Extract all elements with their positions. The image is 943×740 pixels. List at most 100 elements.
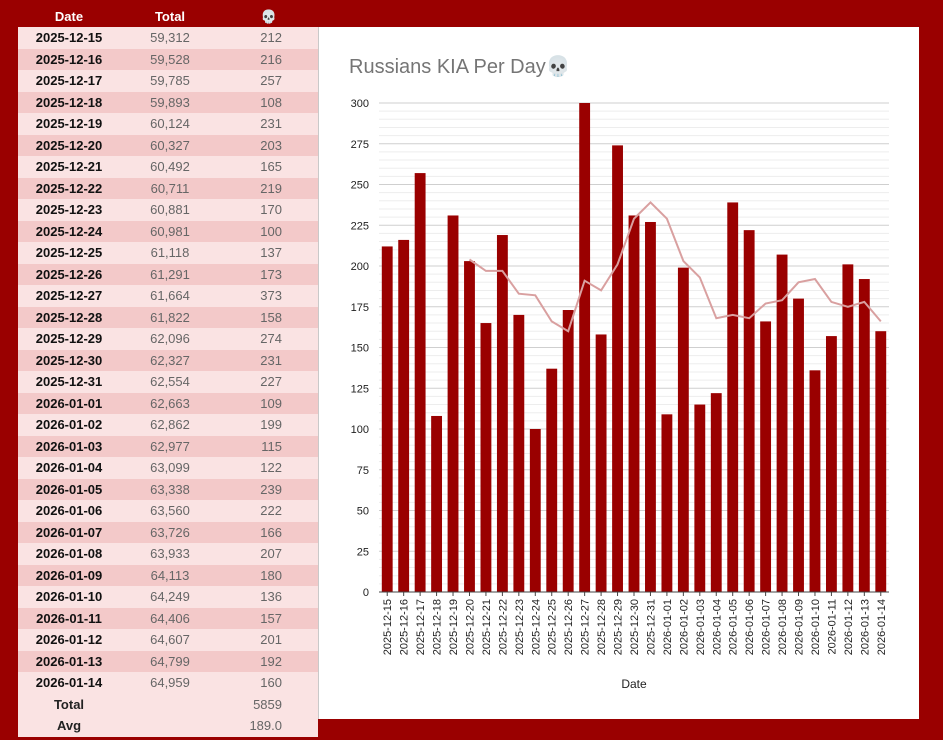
bar[interactable] <box>825 336 837 592</box>
table-row: 2025-12-28 61,822 158 <box>18 306 318 328</box>
table-header-row: Date Total 💀 <box>18 6 318 27</box>
y-tick-label: 100 <box>351 424 369 436</box>
bar[interactable] <box>447 215 459 592</box>
y-tick-label: 275 <box>351 139 369 151</box>
x-tick-label: 2025-12-24 <box>530 599 542 655</box>
kia-cell: 222 <box>220 500 318 522</box>
x-tick-label: 2026-01-08 <box>777 599 789 655</box>
table-row: 2026-01-13 64,799 192 <box>18 650 318 672</box>
bar[interactable] <box>464 261 475 592</box>
total-cell: 61,822 <box>120 306 220 328</box>
x-tick-label: 2026-01-13 <box>859 599 871 655</box>
x-tick-label: 2025-12-17 <box>415 599 427 655</box>
x-tick-label: 2025-12-18 <box>432 599 444 655</box>
kia-cell: 373 <box>220 285 318 307</box>
date-cell: 2026-01-13 <box>18 650 120 672</box>
bar[interactable] <box>480 323 492 592</box>
header-total[interactable]: Total <box>120 6 220 27</box>
data-table-panel: Date Total 💀 2025-12-15 59,312 212 2025-12-… <box>18 6 318 737</box>
table-row: 2026-01-09 64,113 180 <box>18 564 318 586</box>
table-row: 2026-01-08 63,933 207 <box>18 543 318 565</box>
kia-cell: 122 <box>220 457 318 479</box>
x-tick-label: 2026-01-06 <box>744 599 756 655</box>
total-cell: 62,096 <box>120 328 220 350</box>
date-cell: 2025-12-29 <box>18 328 120 350</box>
bar[interactable] <box>743 230 755 592</box>
total-cell: 59,785 <box>120 70 220 92</box>
bar[interactable] <box>513 314 525 592</box>
bar[interactable] <box>431 415 443 592</box>
bar[interactable] <box>645 221 656 593</box>
x-tick-label: 2025-12-31 <box>645 599 657 655</box>
y-tick-label: 150 <box>351 343 369 355</box>
header-date[interactable]: Date <box>18 6 120 27</box>
date-cell: 2025-12-22 <box>18 177 120 199</box>
bar[interactable] <box>858 279 870 592</box>
date-cell: 2025-12-23 <box>18 199 120 221</box>
bar[interactable] <box>579 103 591 592</box>
bar[interactable] <box>414 173 426 592</box>
kia-cell: 165 <box>220 156 318 178</box>
table-row: 2025-12-30 62,327 231 <box>18 349 318 371</box>
total-cell: 59,312 <box>120 27 220 49</box>
x-tick-label: 2025-12-19 <box>448 599 460 655</box>
kia-cell: 157 <box>220 607 318 629</box>
kia-cell: 219 <box>220 177 318 199</box>
date-cell: 2026-01-08 <box>18 543 120 565</box>
kia-cell: 115 <box>220 435 318 457</box>
date-cell: 2026-01-14 <box>18 672 120 694</box>
bar[interactable] <box>694 404 706 592</box>
kia-cell: 257 <box>220 70 318 92</box>
table-row: 2026-01-05 63,338 239 <box>18 478 318 500</box>
bar[interactable] <box>842 264 854 592</box>
bar[interactable] <box>529 429 541 592</box>
bar[interactable] <box>793 298 804 592</box>
table-row: 2026-01-04 63,099 122 <box>18 457 318 479</box>
table-row: 2025-12-25 61,118 137 <box>18 242 318 264</box>
total-cell: 64,406 <box>120 607 220 629</box>
table-row: 2025-12-22 60,711 219 <box>18 177 318 199</box>
total-cell: 60,881 <box>120 199 220 221</box>
table-row: 2025-12-20 60,327 203 <box>18 134 318 156</box>
x-tick-label: 2025-12-20 <box>464 599 476 655</box>
bar[interactable] <box>381 246 393 592</box>
total-cell: 60,492 <box>120 156 220 178</box>
bar[interactable] <box>727 202 739 592</box>
kia-cell: 166 <box>220 521 318 543</box>
date-cell: 2025-12-28 <box>18 306 120 328</box>
date-cell: 2025-12-26 <box>18 263 120 285</box>
x-tick-label: 2025-12-25 <box>547 599 559 655</box>
date-cell: 2026-01-04 <box>18 457 120 479</box>
bar[interactable] <box>677 267 689 592</box>
kia-cell: 108 <box>220 91 318 113</box>
date-cell: 2025-12-20 <box>18 134 120 156</box>
x-tick-label: 2026-01-12 <box>843 599 855 655</box>
x-tick-label: 2025-12-29 <box>613 599 625 655</box>
bar[interactable] <box>628 215 640 592</box>
date-cell: 2025-12-19 <box>18 113 120 135</box>
bar[interactable] <box>809 370 821 592</box>
x-axis-title: Date <box>621 677 647 691</box>
date-cell: 2026-01-12 <box>18 629 120 651</box>
header-skull-icon[interactable]: 💀 <box>220 6 318 27</box>
kia-cell: 216 <box>220 48 318 70</box>
table-row: 2026-01-10 64,249 136 <box>18 586 318 608</box>
total-cell: 64,959 <box>120 672 220 694</box>
avg-row-label: Avg <box>18 715 120 737</box>
bar[interactable] <box>760 321 772 592</box>
bar[interactable] <box>612 145 623 592</box>
kia-cell: 274 <box>220 328 318 350</box>
bar[interactable] <box>595 334 607 592</box>
bar[interactable] <box>562 310 574 592</box>
bar[interactable] <box>398 239 410 593</box>
table-row: 2025-12-16 59,528 216 <box>18 48 318 70</box>
table-row: 2026-01-07 63,726 166 <box>18 521 318 543</box>
date-cell: 2025-12-30 <box>18 349 120 371</box>
bar[interactable] <box>776 254 788 592</box>
bar[interactable] <box>661 414 673 592</box>
bar[interactable] <box>546 368 558 592</box>
bar[interactable] <box>710 393 722 592</box>
date-cell: 2026-01-11 <box>18 607 120 629</box>
bar[interactable] <box>496 235 508 592</box>
bar[interactable] <box>875 331 887 592</box>
